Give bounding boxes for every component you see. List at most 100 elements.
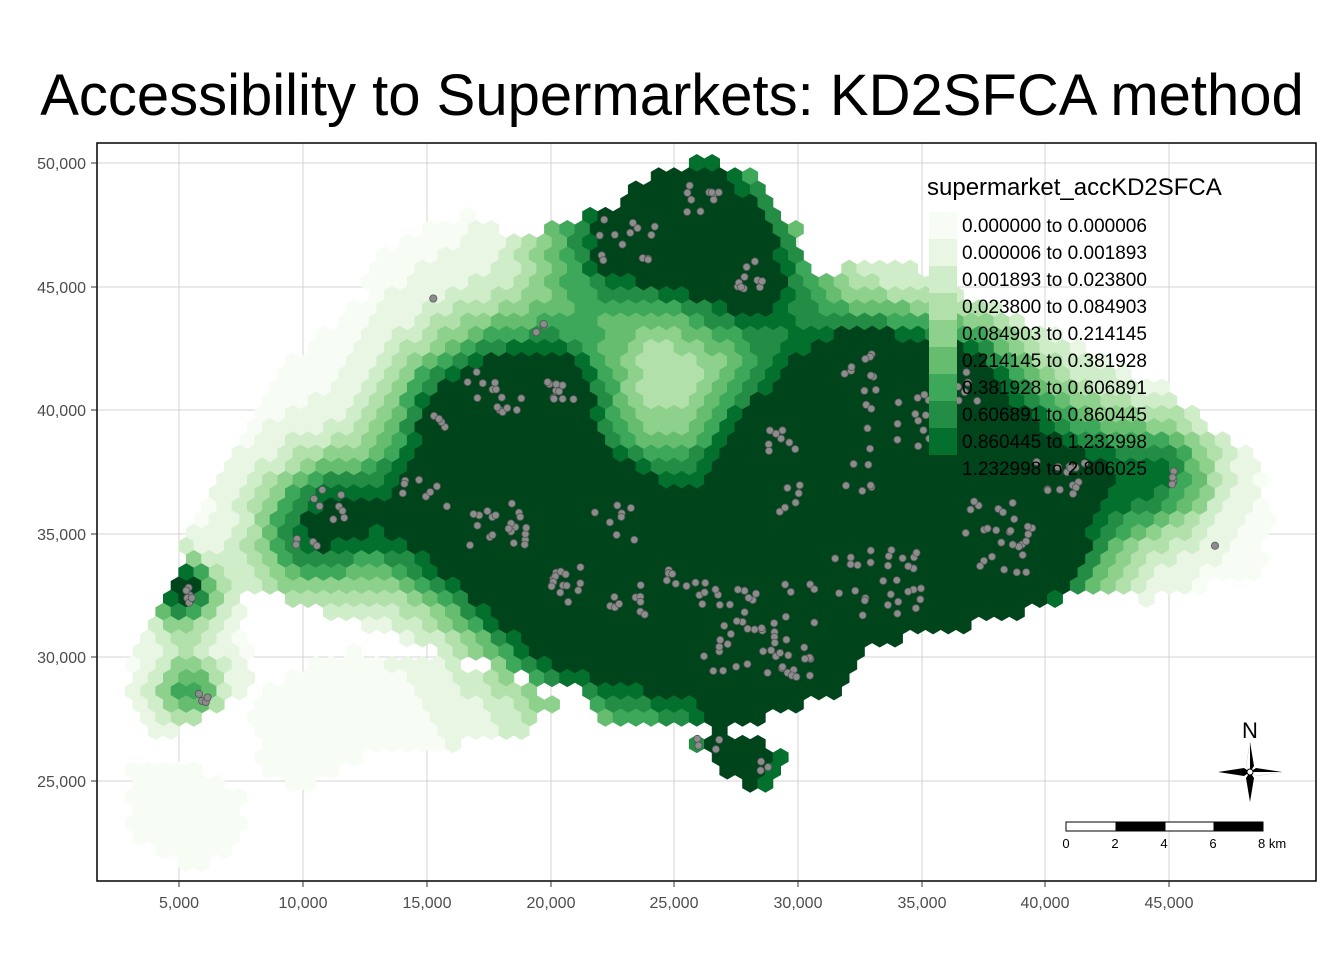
- supermarket-point: [911, 409, 920, 418]
- supermarket-point: [853, 561, 862, 570]
- supermarket-point: [970, 497, 979, 506]
- x-tick-label: 40,000: [1021, 895, 1070, 912]
- supermarket-point: [626, 503, 635, 512]
- supermarket-point: [757, 757, 766, 766]
- hex-cell: [1245, 563, 1262, 582]
- legend-label: 0.000006 to 0.001893: [962, 243, 1147, 264]
- supermarket-point: [776, 648, 785, 657]
- supermarket-point: [711, 585, 720, 594]
- supermarket-point: [595, 231, 604, 240]
- supermarket-point: [770, 619, 779, 628]
- supermarket-point: [737, 283, 746, 292]
- supermarket-point: [1022, 568, 1031, 577]
- supermarket-point: [867, 404, 876, 413]
- supermarket-point: [772, 429, 781, 438]
- supermarket-point: [894, 597, 903, 606]
- x-tick-label: 45,000: [1145, 895, 1194, 912]
- supermarket-point: [429, 294, 438, 303]
- supermarket-point: [791, 498, 800, 507]
- supermarket-point: [465, 541, 474, 550]
- supermarket-point: [493, 403, 502, 412]
- supermarket-point: [783, 483, 792, 492]
- scale-label-2: 2: [1111, 836, 1118, 851]
- supermarket-point: [785, 438, 794, 447]
- supermarket-point: [318, 485, 327, 494]
- supermarket-point: [517, 394, 526, 403]
- supermarket-point: [740, 586, 749, 595]
- hex-cell: [1191, 576, 1208, 595]
- map-frame: [96, 142, 1317, 882]
- supermarket-point: [630, 535, 639, 544]
- supermarket-point: [442, 502, 451, 511]
- supermarket-point: [504, 524, 513, 533]
- supermarket-point: [800, 643, 809, 652]
- supermarket-point: [742, 262, 751, 271]
- supermarket-point: [187, 593, 196, 602]
- supermarket-point: [671, 579, 680, 588]
- supermarket-point: [871, 385, 880, 394]
- supermarket-point: [781, 503, 790, 512]
- x-tick-label: 25,000: [650, 895, 699, 912]
- supermarket-point: [469, 510, 478, 519]
- supermarket-point: [792, 672, 801, 681]
- y-axis: 50,000 45,000 40,000 35,000 30,000 25,000: [37, 156, 97, 791]
- supermarket-point: [849, 459, 858, 468]
- supermarket-point: [610, 593, 619, 602]
- supermarket-point: [473, 521, 482, 530]
- supermarket-point: [765, 426, 774, 435]
- supermarket-point: [883, 601, 892, 610]
- supermarket-point: [764, 440, 773, 449]
- supermarket-point: [726, 630, 735, 639]
- legend-swatch: [929, 212, 957, 239]
- hex-cell: [231, 682, 248, 701]
- north-label: N: [1242, 718, 1258, 743]
- supermarket-point: [685, 181, 694, 190]
- supermarket-point: [781, 580, 790, 589]
- hex-cell: [787, 695, 804, 714]
- supermarket-point: [750, 257, 759, 266]
- legend-label: 0.606891 to 0.860445: [962, 405, 1147, 426]
- supermarket-point: [715, 642, 724, 651]
- supermarket-point: [203, 693, 212, 702]
- supermarket-point: [576, 579, 585, 588]
- supermarket-point: [966, 505, 975, 514]
- supermarket-point: [864, 460, 873, 469]
- legend-swatch: [929, 428, 957, 455]
- map-title: Accessibility to Supermarkets: KD2SFCA m…: [40, 63, 1304, 128]
- supermarket-point: [723, 640, 732, 649]
- supermarket-point: [414, 475, 423, 484]
- supermarket-point: [550, 394, 559, 403]
- title-clip: Accessibility to Supermarkets: KD2SFCA m…: [28, 55, 1316, 145]
- supermarket-point: [329, 515, 338, 524]
- supermarket-point: [683, 207, 692, 216]
- hex-cell: [544, 695, 560, 714]
- supermarket-point: [810, 618, 819, 627]
- supermarket-point: [988, 552, 997, 561]
- legend-label: 0.214145 to 0.381928: [962, 351, 1147, 372]
- supermarket-point: [911, 604, 920, 613]
- legend-label: 0.023800 to 0.084903: [962, 297, 1147, 318]
- supermarket-point: [1018, 551, 1027, 560]
- supermarket-point: [516, 512, 525, 521]
- scale-bar: 0 2 4 6 8 km: [1062, 821, 1286, 851]
- supermarket-point: [756, 766, 765, 775]
- supermarket-point: [778, 662, 787, 671]
- supermarket-point: [338, 506, 347, 515]
- supermarket-point: [992, 526, 1001, 535]
- supermarket-point: [1032, 457, 1041, 466]
- supermarket-point: [340, 513, 349, 522]
- y-tick-label: 30,000: [37, 650, 86, 667]
- supermarket-point: [182, 586, 191, 595]
- legend-label: 1.232998 to 2.806025: [962, 459, 1147, 480]
- supermarket-point: [292, 540, 301, 549]
- hex-cell: [208, 695, 225, 714]
- supermarket-point: [860, 596, 869, 605]
- supermarket-point: [866, 371, 875, 380]
- supermarket-point: [863, 424, 872, 433]
- supermarket-point: [782, 635, 791, 644]
- supermarket-point: [759, 647, 768, 656]
- supermarket-point: [795, 481, 804, 490]
- supermarket-point: [1054, 462, 1063, 471]
- supermarket-point: [312, 541, 321, 550]
- supermarket-point: [700, 652, 709, 661]
